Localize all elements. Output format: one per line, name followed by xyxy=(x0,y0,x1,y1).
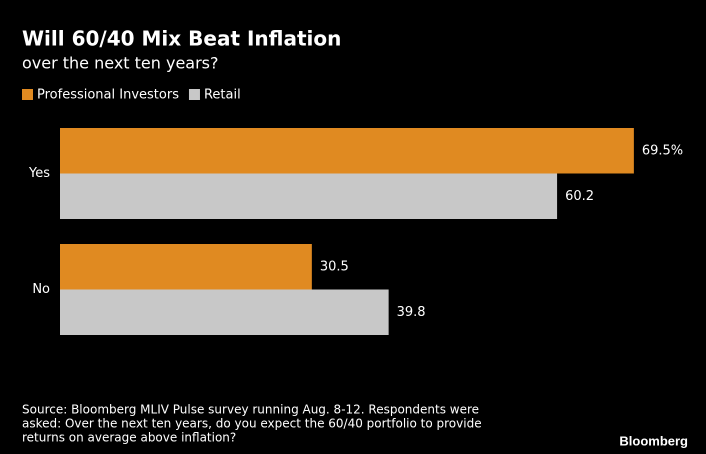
value-label: 39.8 xyxy=(397,305,426,320)
legend-swatch xyxy=(188,89,200,100)
source-line: Source: Bloomberg MLIV Pulse survey runn… xyxy=(22,403,479,417)
bar xyxy=(60,244,312,290)
value-label: 60.2 xyxy=(565,189,594,204)
bar xyxy=(60,128,634,174)
legend-swatch xyxy=(22,89,33,100)
legend-label: Professional Investors xyxy=(37,88,179,103)
y-tick-label: Yes xyxy=(28,166,50,181)
chart-subtitle: over the next ten years? xyxy=(22,54,219,73)
bar xyxy=(60,289,389,335)
legend-label: Retail xyxy=(204,88,241,103)
source-line: asked: Over the next ten years, do you e… xyxy=(22,417,482,431)
source-line: returns on average above inflation? xyxy=(22,431,236,445)
value-label: 69.5% xyxy=(642,143,683,158)
brand-logo: Bloomberg xyxy=(619,433,688,448)
bar xyxy=(60,173,558,219)
value-label: 30.5 xyxy=(320,259,349,274)
chart-title: Will 60/40 Mix Beat Inflation xyxy=(22,27,341,51)
y-tick-label: No xyxy=(32,282,50,297)
